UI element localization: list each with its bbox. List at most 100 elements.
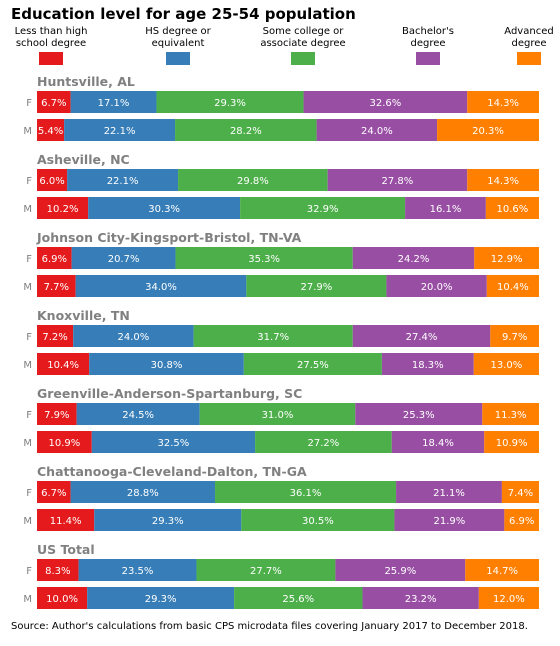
- row-label: M: [23, 516, 32, 527]
- data-label: 25.3%: [403, 410, 435, 421]
- data-label: 30.8%: [151, 360, 183, 371]
- bar-segment: [215, 481, 397, 503]
- row-label: F: [26, 488, 32, 499]
- data-label: 10.4%: [497, 282, 529, 293]
- row-label: M: [23, 204, 32, 215]
- chart-title: Education level for age 25-54 population: [11, 5, 356, 23]
- data-label: 29.8%: [237, 176, 269, 187]
- bar-segment: [234, 587, 363, 609]
- bar-segment: [37, 119, 65, 141]
- legend-label: HS degree or equivalent: [145, 26, 211, 49]
- data-label: 13.0%: [490, 360, 522, 371]
- group-label: Asheville, NC: [37, 152, 130, 167]
- bar-segment: [37, 91, 71, 113]
- data-label: 23.5%: [122, 566, 154, 577]
- bar-segment: [504, 509, 539, 531]
- bar-segment: [473, 353, 539, 375]
- data-label: 8.3%: [45, 566, 70, 577]
- bar-segment: [437, 119, 539, 141]
- bar-segment: [352, 247, 475, 269]
- data-label: 12.0%: [493, 594, 525, 605]
- bar-segment: [37, 275, 76, 297]
- row-label: F: [26, 98, 32, 109]
- bar-segment: [37, 247, 72, 269]
- data-label: 12.9%: [491, 254, 523, 265]
- bar-segment: [37, 559, 79, 581]
- bar-segment: [67, 169, 179, 191]
- bar-segment: [37, 353, 90, 375]
- data-label: 32.5%: [158, 438, 190, 449]
- bar-segment: [467, 169, 539, 191]
- data-label: 7.9%: [44, 410, 69, 421]
- bar-segment: [478, 587, 539, 609]
- bar-segment: [327, 169, 468, 191]
- data-label: 25.6%: [282, 594, 314, 605]
- data-label: 14.7%: [486, 566, 518, 577]
- bar-segment: [37, 403, 77, 425]
- data-label: 18.4%: [422, 438, 454, 449]
- data-label: 21.9%: [434, 516, 466, 527]
- data-label: 29.3%: [152, 516, 184, 527]
- bar-segment: [485, 197, 539, 219]
- data-label: 5.4%: [38, 126, 63, 137]
- bar-segment: [316, 119, 438, 141]
- data-label: 20.7%: [108, 254, 140, 265]
- data-label: 24.0%: [117, 332, 149, 343]
- bar-segment: [467, 91, 539, 113]
- bar-segment: [78, 559, 197, 581]
- bar-segment: [482, 403, 539, 425]
- bar-segment: [87, 587, 235, 609]
- group-label: US Total: [37, 542, 95, 557]
- data-label: 32.9%: [307, 204, 339, 215]
- bar-segment: [386, 275, 487, 297]
- bar-segment: [37, 169, 68, 191]
- bar-segment: [88, 197, 241, 219]
- bar-segment: [37, 325, 74, 347]
- data-label: 18.3%: [412, 360, 444, 371]
- data-label: 24.5%: [122, 410, 154, 421]
- data-label: 10.9%: [496, 438, 528, 449]
- group-label: Huntsville, AL: [37, 74, 135, 89]
- data-label: 31.7%: [257, 332, 289, 343]
- data-label: 6.7%: [41, 98, 66, 109]
- bar-segment: [64, 119, 176, 141]
- bar-segment: [76, 403, 200, 425]
- data-label: 7.4%: [508, 488, 533, 499]
- bar-segment: [381, 353, 474, 375]
- source-note: Source: Author's calculations from basic…: [11, 621, 528, 632]
- data-label: 11.4%: [50, 516, 82, 527]
- data-label: 27.9%: [300, 282, 332, 293]
- data-label: 34.0%: [145, 282, 177, 293]
- bar-segment: [37, 431, 92, 453]
- data-label: 32.6%: [369, 98, 401, 109]
- bar-segment: [501, 481, 539, 503]
- data-label: 30.3%: [148, 204, 180, 215]
- bar-segment: [196, 559, 336, 581]
- bar-segment: [178, 169, 328, 191]
- data-label: 16.1%: [430, 204, 462, 215]
- row-label: M: [23, 360, 32, 371]
- legend-swatch: [517, 52, 541, 65]
- bar-segment: [246, 275, 387, 297]
- bar-segment: [355, 403, 483, 425]
- data-label: 24.0%: [361, 126, 393, 137]
- bar-segment: [474, 247, 539, 269]
- bar-segment: [243, 353, 382, 375]
- bar-segment: [303, 91, 468, 113]
- group-label: Chattanooga-Cleveland-Dalton, TN-GA: [37, 464, 307, 479]
- data-label: 6.9%: [42, 254, 67, 265]
- legend: Less than high school degree HS degree or e…: [0, 26, 560, 70]
- data-label: 27.8%: [382, 176, 414, 187]
- legend-label: Advanced degree: [504, 26, 554, 49]
- bar-segment: [70, 481, 216, 503]
- bar-segment: [352, 325, 491, 347]
- bar-segment: [240, 197, 406, 219]
- data-label: 27.7%: [250, 566, 282, 577]
- data-label: 9.7%: [502, 332, 527, 343]
- bar-segment: [94, 509, 242, 531]
- row-label: M: [23, 594, 32, 605]
- bar-segment: [199, 403, 356, 425]
- data-label: 10.4%: [47, 360, 79, 371]
- legend-swatch: [291, 52, 315, 65]
- data-label: 28.8%: [127, 488, 159, 499]
